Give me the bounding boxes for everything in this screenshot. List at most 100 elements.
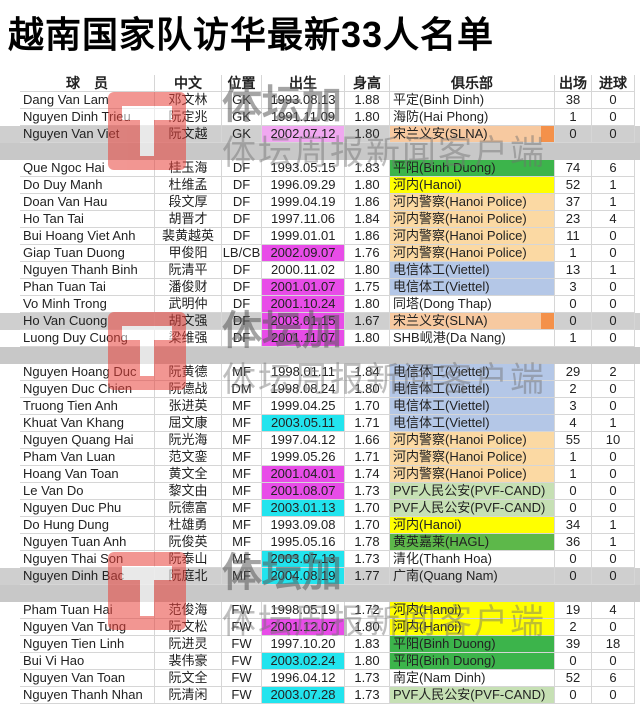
club: 河内警察(Hanoi Police)	[390, 194, 555, 211]
caps: 0	[555, 296, 592, 313]
club: 河内(Hanoi)	[390, 177, 555, 194]
player-row: Ho Van Cuong 胡文强 DF 2003.01.15 1.67 宋兰义安(SLNA…	[0, 313, 640, 330]
caps: 3	[555, 398, 592, 415]
player-row: Nguyen Duc Chien 阮德战 DM 1998.08.24 1.80 电信体工(…	[0, 381, 640, 398]
player-name: Bui Vi Hao	[20, 653, 155, 670]
player-row: Nguyen Thanh Nhan 阮清闲 FW 2003.07.28 1.73 PVF人…	[0, 687, 640, 704]
player-row: Pham Tuan Hai 范俊海 FW 1998.05.19 1.72 河内(Hanoi…	[0, 602, 640, 619]
chinese-name: 屈文康	[155, 415, 222, 432]
chinese-name: 胡晋才	[155, 211, 222, 228]
club: 河内警察(Hanoi Police)	[390, 245, 555, 262]
player-name: Nguyen Van Tung	[20, 619, 155, 636]
height: 1.86	[345, 228, 390, 245]
goals: 0	[592, 92, 635, 109]
player-name: Nguyen Duc Chien	[20, 381, 155, 398]
player-row: Nguyen Dinh Bac 阮庭北 MF 2004.08.19 1.77 广南(Qua…	[0, 568, 640, 585]
player-row: Nguyen Tuan Anh 阮俊英 MF 1995.05.16 1.78 黄英嘉莱(H…	[0, 534, 640, 551]
separator-row	[0, 143, 640, 160]
caps: 34	[555, 517, 592, 534]
player-row: Bui Hoang Viet Anh 裴黄越英 DF 1999.01.01 1.86 河内…	[0, 228, 640, 245]
position: MF	[222, 432, 262, 449]
height: 1.70	[345, 500, 390, 517]
height: 1.66	[345, 432, 390, 449]
chinese-name: 阮庭北	[155, 568, 222, 585]
player-name: Dang Van Lam	[20, 92, 155, 109]
player-name: Doan Van Hau	[20, 194, 155, 211]
caps: 11	[555, 228, 592, 245]
birth-date: 1999.01.01	[262, 228, 345, 245]
position: DF	[222, 279, 262, 296]
player-row: Nguyen Quang Hai 阮光海 MF 1997.04.12 1.66 河内警察(…	[0, 432, 640, 449]
club: 电信体工(Viettel)	[390, 279, 555, 296]
caps: 0	[555, 313, 592, 330]
height: 1.74	[345, 466, 390, 483]
position: MF	[222, 500, 262, 517]
player-row: Nguyen Van Viet 阮文越 GK 2002.07.12 1.80 宋兰义安(S…	[0, 126, 640, 143]
caps: 0	[555, 551, 592, 568]
position: DF	[222, 296, 262, 313]
player-name: Giap Tuan Duong	[20, 245, 155, 262]
header-row: 球 员中文 位置 出生 身高 俱乐部 出场 进球	[0, 75, 640, 92]
birth-date: 2001.12.07	[262, 619, 345, 636]
chinese-name: 范俊海	[155, 602, 222, 619]
player-name: Nguyen Van Toan	[20, 670, 155, 687]
height: 1.80	[345, 109, 390, 126]
chinese-name: 杜雄勇	[155, 517, 222, 534]
chinese-name: 桂玉海	[155, 160, 222, 177]
height: 1.80	[345, 177, 390, 194]
caps: 55	[555, 432, 592, 449]
player-name: Nguyen Quang Hai	[20, 432, 155, 449]
birth-date: 2001.10.24	[262, 296, 345, 313]
club: 电信体工(Viettel)	[390, 364, 555, 381]
goals: 0	[592, 449, 635, 466]
goals: 1	[592, 534, 635, 551]
player-name: Vo Minh Trong	[20, 296, 155, 313]
height: 1.70	[345, 398, 390, 415]
height: 1.73	[345, 670, 390, 687]
club: 河内警察(Hanoi Police)	[390, 449, 555, 466]
position: FW	[222, 602, 262, 619]
height: 1.80	[345, 126, 390, 143]
goals: 4	[592, 602, 635, 619]
player-name: Nguyen Tuan Anh	[20, 534, 155, 551]
club: SHB岘港(Da Nang)	[390, 330, 555, 347]
height: 1.84	[345, 364, 390, 381]
chinese-name: 甲俊阳	[155, 245, 222, 262]
player-row: Ho Tan Tai 胡晋才 DF 1997.11.06 1.84 河内警察(Hanoi …	[0, 211, 640, 228]
player-name: Nguyen Van Viet	[20, 126, 155, 143]
position: DF	[222, 160, 262, 177]
height: 1.73	[345, 483, 390, 500]
height: 1.83	[345, 636, 390, 653]
player-row: Doan Van Hau 段文厚 DF 1999.04.19 1.86 河内警察(Hano…	[0, 194, 640, 211]
goals: 0	[592, 551, 635, 568]
player-row: Nguyen Dinh Trieu 阮定兆 GK 1991.11.09 1.80 海防(H…	[0, 109, 640, 126]
caps: 0	[555, 483, 592, 500]
position: DF	[222, 262, 262, 279]
caps: 13	[555, 262, 592, 279]
chinese-name: 阮黄德	[155, 364, 222, 381]
birth-date: 2003.01.13	[262, 500, 345, 517]
player-name: Nguyen Dinh Trieu	[20, 109, 155, 126]
birth-date: 2000.11.02	[262, 262, 345, 279]
height: 1.80	[345, 653, 390, 670]
player-row: Nguyen Hoang Duc 阮黄德 MF 1998.01.11 1.84 电信体工(…	[0, 364, 640, 381]
caps: 1	[555, 109, 592, 126]
chinese-name: 邓文林	[155, 92, 222, 109]
player-row: Khuat Van Khang 屈文康 MF 2003.05.11 1.71 电信体工(V…	[0, 415, 640, 432]
caps: 52	[555, 177, 592, 194]
player-name: Nguyen Dinh Bac	[20, 568, 155, 585]
header-cell: 位置	[222, 75, 262, 92]
goals: 10	[592, 432, 635, 449]
goals: 0	[592, 313, 635, 330]
goals: 0	[592, 619, 635, 636]
caps: 52	[555, 670, 592, 687]
club: 电信体工(Viettel)	[390, 262, 555, 279]
club: 南定(Nam Dinh)	[390, 670, 555, 687]
player-row: Nguyen Van Tung 阮文松 FW 2001.12.07 1.80 河内(Han…	[0, 619, 640, 636]
height: 1.78	[345, 534, 390, 551]
player-row: Do Duy Manh 杜维孟 DF 1996.09.29 1.80 河内(Hanoi) 5…	[0, 177, 640, 194]
position: MF	[222, 466, 262, 483]
chinese-name: 黄文全	[155, 466, 222, 483]
position: FW	[222, 653, 262, 670]
separator-row	[0, 585, 640, 602]
